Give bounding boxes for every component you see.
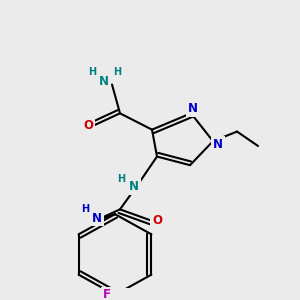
Text: N: N <box>129 180 139 193</box>
Text: O: O <box>83 119 93 132</box>
Text: N: N <box>188 102 198 115</box>
Text: H: H <box>117 174 125 184</box>
Text: N: N <box>92 212 102 224</box>
Text: H: H <box>113 67 121 77</box>
Text: H: H <box>88 67 96 77</box>
Text: O: O <box>152 214 162 227</box>
Text: F: F <box>103 288 111 300</box>
Text: H: H <box>81 204 89 214</box>
Text: N: N <box>213 138 223 151</box>
Text: N: N <box>99 75 109 88</box>
